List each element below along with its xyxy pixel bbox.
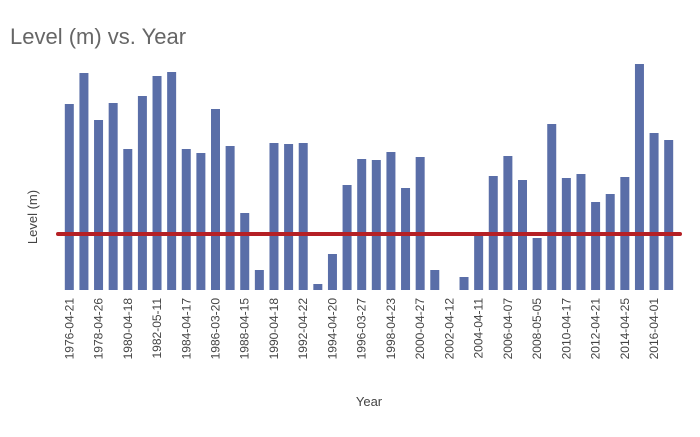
bar [211, 109, 220, 290]
bar [357, 159, 367, 290]
bar [284, 144, 294, 290]
bar [269, 143, 279, 290]
bar [137, 96, 147, 290]
x-tick-label: 1980-04-18 [121, 298, 135, 360]
x-tick-label: 2002-04-12 [442, 298, 456, 360]
bar [313, 284, 323, 290]
x-tick-label: 1998-04-23 [384, 298, 398, 360]
x-tick-label: 2004-04-11 [472, 298, 486, 359]
bar [386, 152, 396, 290]
x-axis-label: Year [356, 394, 383, 409]
x-tick-label: 1982-05-11 [150, 298, 164, 359]
x-tick-label: 2006-04-07 [501, 298, 515, 360]
bar [371, 160, 381, 290]
bar [503, 156, 513, 290]
bar [152, 76, 162, 290]
x-tick-label: 1992-04-22 [296, 298, 310, 360]
bar [459, 277, 469, 290]
x-tick-label: 2012-04-21 [589, 298, 603, 360]
chart-title: Level (m) vs. Year [10, 24, 186, 49]
bar [254, 270, 264, 290]
bar [196, 153, 206, 290]
bar [430, 270, 440, 290]
x-tick-label: 2010-04-17 [559, 298, 573, 360]
x-tick-label: 1994-04-20 [325, 298, 339, 360]
y-axis-label: Level (m) [25, 190, 40, 244]
bar [327, 254, 337, 290]
bar [240, 213, 250, 290]
bar [605, 194, 615, 290]
bar [532, 238, 542, 290]
x-tick-label: 2014-04-25 [618, 298, 632, 360]
bar [108, 103, 118, 290]
x-tick-label: 2008-05-05 [530, 298, 544, 360]
x-tick-label: 1984-04-17 [179, 298, 193, 360]
bar [591, 202, 601, 290]
bar [167, 72, 177, 290]
bar [342, 185, 352, 290]
bar [94, 120, 104, 290]
x-tick-label: 1996-03-27 [355, 298, 369, 360]
x-tick-label: 1990-04-18 [267, 298, 281, 360]
bar [649, 133, 659, 290]
bar [664, 140, 674, 290]
bar [123, 149, 133, 290]
x-tick-label: 2000-04-27 [413, 298, 427, 360]
bar [79, 73, 89, 290]
x-tick-label: 1978-04-26 [92, 298, 106, 360]
bar [474, 234, 484, 290]
bar [634, 64, 644, 290]
bar [401, 188, 411, 290]
x-tick-label: 1986-03-20 [209, 298, 223, 360]
x-tick-label: 1988-04-15 [238, 298, 252, 360]
bar [415, 157, 425, 290]
x-tick-label: 2016-04-01 [647, 298, 661, 360]
bar [298, 143, 308, 290]
bar [181, 149, 191, 290]
bar [64, 104, 74, 290]
bar [225, 146, 235, 290]
x-tick-label: 1976-04-21 [62, 298, 76, 360]
bar [547, 124, 557, 290]
